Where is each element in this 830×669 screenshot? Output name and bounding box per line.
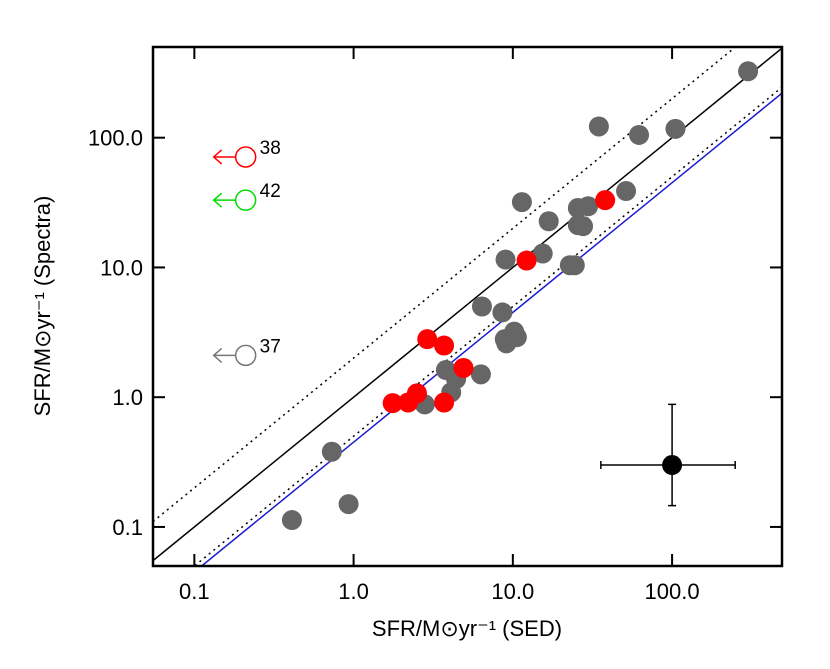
scatter-point	[471, 296, 492, 317]
scatter-point	[564, 255, 585, 276]
upper-limit-label: 38	[260, 138, 281, 159]
x-axis-label: SFR/M⊙yr⁻¹ (SED)	[372, 616, 562, 641]
scatter-point	[595, 190, 616, 211]
reference-line	[153, 47, 782, 562]
scatter-point	[417, 329, 438, 350]
reference-line	[200, 92, 782, 566]
error-bar-point	[662, 455, 683, 476]
x-tick-label: 0.1	[179, 579, 210, 604]
scatter-point	[511, 192, 532, 213]
upper-limit-marker	[234, 189, 257, 211]
y-tick-label: 100.0	[88, 126, 143, 151]
scatter-point	[516, 250, 537, 271]
y-tick-label: 1.0	[112, 385, 143, 410]
scatter-point	[434, 392, 455, 413]
upper-limit-marker	[234, 344, 257, 367]
scatter-point	[321, 441, 342, 462]
x-tick-label: 100.0	[645, 579, 700, 604]
scatter-point	[382, 393, 403, 414]
scatter-point	[532, 243, 553, 264]
x-tick-label: 10.0	[491, 579, 534, 604]
upper-limit-label: 42	[260, 181, 281, 202]
scatter-point	[398, 392, 419, 413]
scatter-point	[588, 116, 609, 137]
scatter-point	[578, 196, 599, 217]
y-tick-label: 10.0	[100, 255, 143, 280]
y-axis-label: SFR/M⊙yr⁻¹ (Spectra)	[30, 196, 55, 417]
scatter-point	[573, 216, 594, 237]
reference-line	[153, 47, 737, 523]
scatter-point	[470, 364, 491, 385]
scatter-point	[738, 61, 759, 82]
upper-limit-arrow	[212, 192, 236, 208]
scatter-point	[538, 211, 559, 232]
upper-limit-marker	[234, 146, 257, 168]
error-bar-y	[668, 403, 677, 507]
upper-limit-arrow	[212, 149, 236, 165]
scatter-point	[496, 333, 517, 354]
plot-frame	[151, 45, 784, 568]
scatter-point	[492, 302, 513, 323]
upper-limit-label: 37	[260, 336, 281, 357]
y-tick-label: 0.1	[112, 515, 143, 540]
scatter-point	[434, 335, 455, 356]
scatter-point	[665, 118, 686, 139]
plot-area	[153, 47, 782, 566]
x-tick-label: 1.0	[338, 579, 369, 604]
scatter-point	[495, 249, 516, 270]
scatter-point	[629, 124, 650, 145]
scatter-point	[281, 510, 302, 531]
scatter-point	[616, 181, 637, 202]
scatter-point	[338, 494, 359, 515]
upper-limit-arrow	[212, 347, 236, 363]
reference-line	[193, 86, 782, 566]
scatter-point	[453, 357, 474, 378]
